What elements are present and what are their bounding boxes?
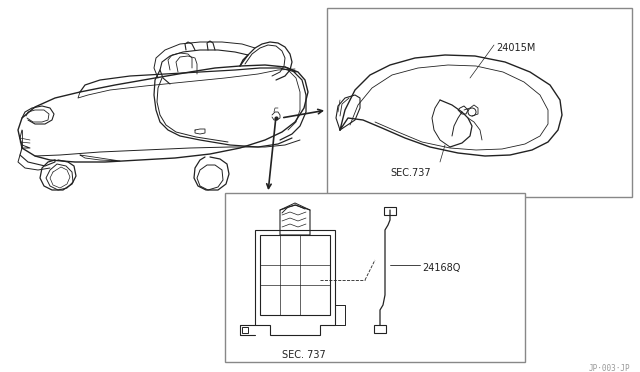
Bar: [327, 8, 632, 197]
Bar: [260, 235, 330, 315]
Text: 24168Q: 24168Q: [422, 263, 460, 273]
Text: JP·003·JP: JP·003·JP: [588, 364, 630, 372]
Text: SEC.737: SEC.737: [390, 168, 431, 178]
Text: SEC. 737: SEC. 737: [282, 350, 326, 360]
Bar: [225, 193, 525, 362]
Text: 24015M: 24015M: [496, 43, 536, 53]
